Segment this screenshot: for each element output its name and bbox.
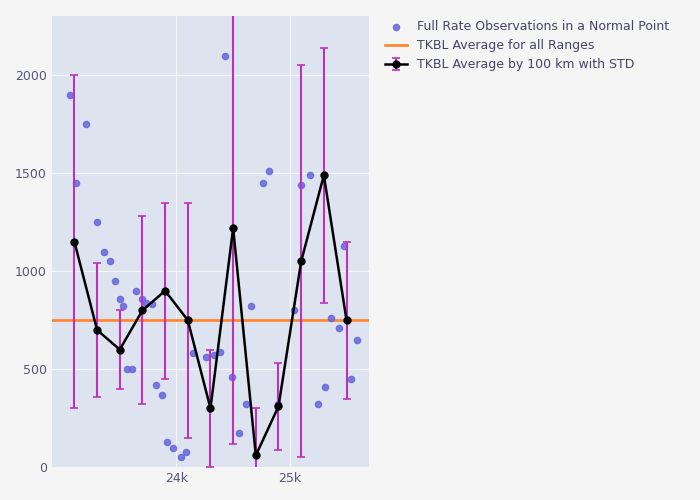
Full Rate Observations in a Normal Point	[156, 390, 167, 398]
Full Rate Observations in a Normal Point	[257, 179, 268, 187]
Full Rate Observations in a Normal Point	[146, 300, 157, 308]
Full Rate Observations in a Normal Point	[140, 298, 151, 306]
Full Rate Observations in a Normal Point	[136, 294, 148, 302]
Full Rate Observations in a Normal Point	[273, 400, 284, 408]
Full Rate Observations in a Normal Point	[214, 348, 225, 356]
Full Rate Observations in a Normal Point	[333, 324, 344, 332]
Full Rate Observations in a Normal Point	[110, 277, 121, 285]
Full Rate Observations in a Normal Point	[304, 171, 316, 179]
Full Rate Observations in a Normal Point	[319, 383, 330, 391]
Legend: Full Rate Observations in a Normal Point, TKBL Average for all Ranges, TKBL Aver: Full Rate Observations in a Normal Point…	[379, 14, 676, 78]
Full Rate Observations in a Normal Point	[104, 258, 116, 266]
Full Rate Observations in a Normal Point	[351, 336, 363, 344]
Full Rate Observations in a Normal Point	[289, 306, 300, 314]
Full Rate Observations in a Normal Point	[162, 438, 173, 446]
Full Rate Observations in a Normal Point	[188, 350, 199, 358]
Full Rate Observations in a Normal Point	[346, 375, 357, 383]
Full Rate Observations in a Normal Point	[98, 248, 109, 256]
Full Rate Observations in a Normal Point	[167, 444, 178, 452]
Full Rate Observations in a Normal Point	[264, 168, 275, 175]
Full Rate Observations in a Normal Point	[114, 294, 125, 302]
Full Rate Observations in a Normal Point	[130, 287, 141, 295]
Full Rate Observations in a Normal Point	[80, 120, 92, 128]
Full Rate Observations in a Normal Point	[70, 179, 81, 187]
Full Rate Observations in a Normal Point	[127, 365, 138, 373]
Full Rate Observations in a Normal Point	[121, 365, 132, 373]
Full Rate Observations in a Normal Point	[200, 354, 211, 362]
Full Rate Observations in a Normal Point	[92, 218, 103, 226]
Full Rate Observations in a Normal Point	[209, 352, 220, 360]
Full Rate Observations in a Normal Point	[176, 454, 187, 462]
Full Rate Observations in a Normal Point	[64, 91, 76, 99]
Full Rate Observations in a Normal Point	[325, 314, 336, 322]
Full Rate Observations in a Normal Point	[118, 302, 129, 310]
Full Rate Observations in a Normal Point	[240, 400, 251, 408]
Full Rate Observations in a Normal Point	[313, 400, 324, 408]
Full Rate Observations in a Normal Point	[246, 302, 257, 310]
Full Rate Observations in a Normal Point	[180, 448, 191, 456]
Full Rate Observations in a Normal Point	[233, 429, 244, 437]
Full Rate Observations in a Normal Point	[150, 381, 162, 389]
Full Rate Observations in a Normal Point	[226, 373, 237, 381]
Full Rate Observations in a Normal Point	[220, 52, 231, 60]
Full Rate Observations in a Normal Point	[339, 242, 350, 250]
Full Rate Observations in a Normal Point	[295, 181, 307, 189]
